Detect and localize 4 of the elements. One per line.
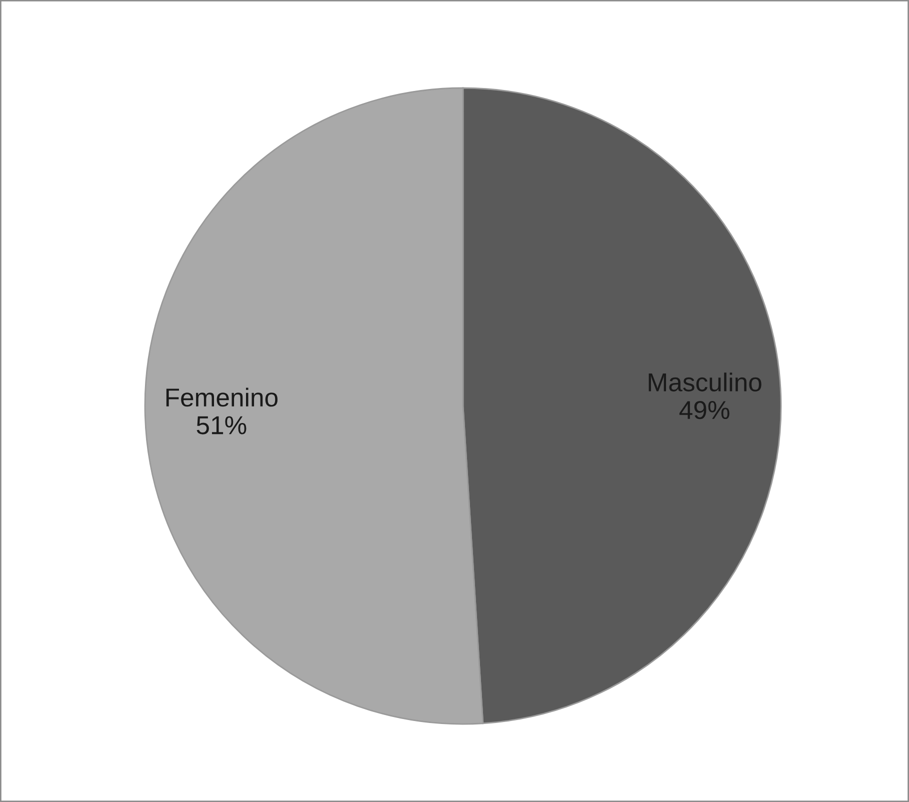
slice-label: Femenino [166,388,278,407]
slice-label: Masculino [648,372,762,392]
data-label: 51% [196,416,246,434]
data-label: 49% [679,400,730,420]
